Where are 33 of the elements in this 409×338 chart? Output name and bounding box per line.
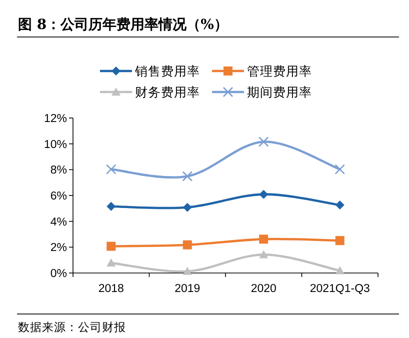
point	[259, 234, 268, 244]
y-tick-label: 0%	[50, 268, 67, 280]
point	[106, 164, 116, 174]
point	[258, 136, 269, 147]
point	[182, 240, 192, 250]
y-tick-label: 2%	[50, 242, 67, 254]
point	[106, 242, 116, 251]
x-tick-label: 2018	[98, 283, 124, 295]
point	[335, 200, 344, 210]
point	[182, 171, 193, 182]
point	[334, 164, 346, 174]
legend-label: 销售费用率	[134, 64, 200, 78]
y-tick-label: 8%	[50, 164, 67, 177]
source-note: 数据来源：公司财报	[18, 320, 126, 334]
point	[182, 266, 192, 275]
legend-label: 财务费用率	[135, 84, 200, 100]
legend-label: 管理费用率	[247, 64, 312, 78]
point	[335, 266, 344, 274]
point	[106, 258, 116, 267]
y-tick-label: 12%	[44, 113, 67, 125]
point	[106, 202, 116, 211]
chart-title: 图 8：公司历年费用率情况（%）	[18, 16, 228, 33]
point	[259, 250, 268, 258]
x-tick-label: 2020	[250, 283, 276, 295]
y-tick-label: 6%	[50, 190, 67, 202]
x-tick-label: 2021Q1-Q3	[310, 283, 370, 295]
point	[259, 190, 268, 199]
y-tick-label: 10%	[44, 138, 67, 151]
x-tick-label: 2019	[174, 283, 200, 295]
y-tick-label: 4%	[50, 216, 67, 228]
legend-label: 期间费用率	[247, 84, 312, 100]
point	[182, 202, 192, 212]
point	[335, 236, 344, 246]
